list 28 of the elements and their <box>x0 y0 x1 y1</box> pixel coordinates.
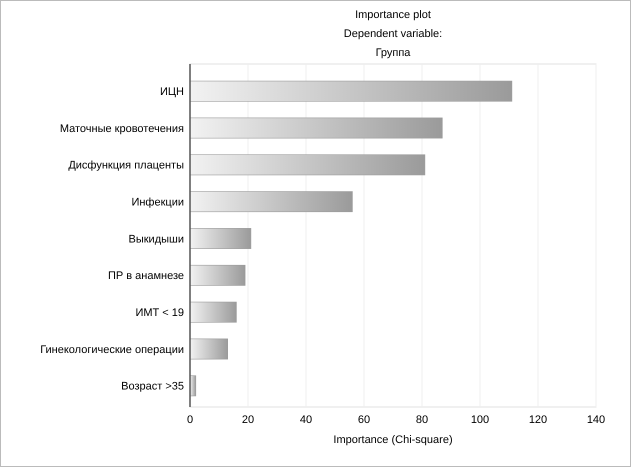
x-tick-label: 60 <box>358 414 370 426</box>
y-tick-label: ИМТ < 19 <box>135 307 184 320</box>
x-tick-label: 80 <box>416 414 428 426</box>
x-axis-title: Importance (Chi-square) <box>333 434 453 446</box>
bar <box>190 80 512 102</box>
chart-subtitle: Dependent variable: Группа <box>344 28 442 59</box>
y-tick-label: Инфекции <box>131 196 184 209</box>
x-tick-label: 100 <box>470 414 490 426</box>
bar <box>190 228 252 249</box>
bar <box>190 338 228 360</box>
y-tick-label: Маточные кровотечения <box>60 122 184 135</box>
bar <box>190 302 237 323</box>
bar <box>190 191 353 212</box>
y-tick-label: Выкидыши <box>128 233 184 246</box>
bar <box>190 154 426 176</box>
y-tick-label: Возраст >35 <box>121 380 184 393</box>
x-tick-label: 0 <box>186 414 194 426</box>
chart-title: Importance plot <box>355 9 431 21</box>
y-tick-label: ИЦН <box>160 86 184 98</box>
y-tick-label: Гинекологические операции <box>40 344 184 356</box>
x-tick-label: 120 <box>528 414 548 426</box>
x-tick-label: 20 <box>242 414 254 426</box>
y-tick-label: ПР в анамнезе <box>108 270 184 282</box>
x-tick-label: 40 <box>300 414 312 426</box>
x-tick-label: 140 <box>586 414 606 426</box>
bar <box>190 118 443 138</box>
y-tick-label: Дисфункция плаценты <box>68 160 184 172</box>
bar <box>190 264 246 286</box>
